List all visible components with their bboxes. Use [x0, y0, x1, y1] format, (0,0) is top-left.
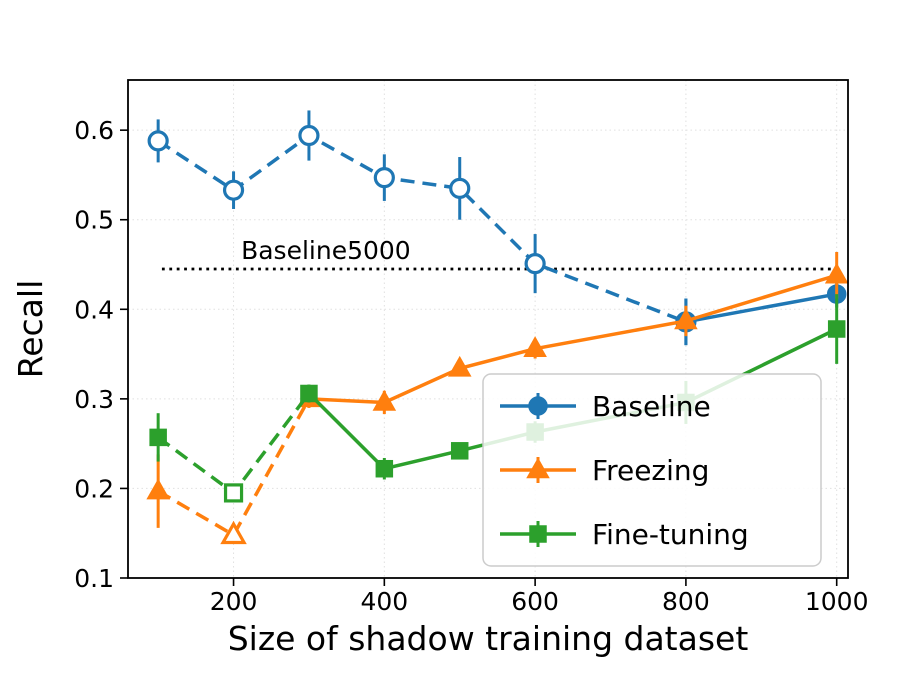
square-marker: [300, 384, 318, 403]
square-marker: [827, 320, 846, 338]
circle-open-marker: [222, 179, 245, 201]
series-freezing-dashed: [146, 389, 311, 545]
circle-open-marker: [147, 130, 169, 152]
circle-open-marker: [373, 167, 395, 189]
x-tick-label: 600: [511, 587, 559, 616]
legend: Baseline Freezing Fine-tuning: [482, 373, 822, 567]
triangle-marker: [523, 336, 547, 357]
y-tick-label: 0.5: [74, 206, 114, 235]
square-marker: [149, 428, 167, 447]
legend-label: Baseline: [592, 390, 711, 423]
legend-entry-baseline: Baseline: [500, 390, 711, 423]
series-line: [157, 398, 311, 538]
series-line: [685, 292, 838, 324]
y-tick-label: 0.1: [74, 564, 114, 593]
circle-open-marker: [449, 177, 471, 199]
square-marker: [529, 525, 547, 543]
triangle-open-marker: [220, 520, 247, 545]
series-line: [308, 273, 838, 405]
square-marker: [450, 442, 469, 460]
legend-box: [482, 373, 822, 567]
triangle-marker: [674, 308, 698, 330]
y-tick-label: 0.4: [74, 295, 114, 324]
x-axis-label: Size of shadow training dataset: [228, 619, 749, 658]
square-open-marker: [223, 483, 244, 503]
legend-label: Fine-tuning: [592, 518, 749, 551]
legend-entry-freezing: Freezing: [500, 454, 709, 487]
triangle-marker: [526, 457, 550, 479]
triangle-marker: [372, 389, 397, 411]
legend-label: Freezing: [592, 454, 709, 487]
circle-open-marker: [298, 124, 320, 147]
triangle-marker: [146, 478, 170, 500]
legend-entry-fine-tuning: Fine-tuning: [500, 518, 749, 551]
circle-marker: [528, 396, 548, 416]
axes-frame: [127, 79, 849, 579]
baseline5000-label: Baseline5000: [241, 236, 411, 265]
series-baseline-shadow-dashed: [147, 110, 697, 346]
triangle-marker: [447, 355, 472, 377]
square-marker: [375, 459, 394, 478]
y-tick-label: 0.6: [74, 116, 114, 145]
y-tick-label: 0.3: [74, 385, 114, 414]
x-tick-label: 400: [360, 587, 408, 616]
y-axis-label: Recall: [11, 280, 50, 378]
triangle-marker: [824, 262, 849, 284]
x-tick-label: 1000: [805, 587, 869, 616]
x-tick-label: 800: [662, 587, 710, 616]
x-tick-label: 200: [210, 587, 258, 616]
y-tick-label: 0.2: [74, 474, 114, 503]
series-fine-tuning-dashed: [149, 384, 311, 503]
circle-open-marker: [524, 253, 546, 275]
